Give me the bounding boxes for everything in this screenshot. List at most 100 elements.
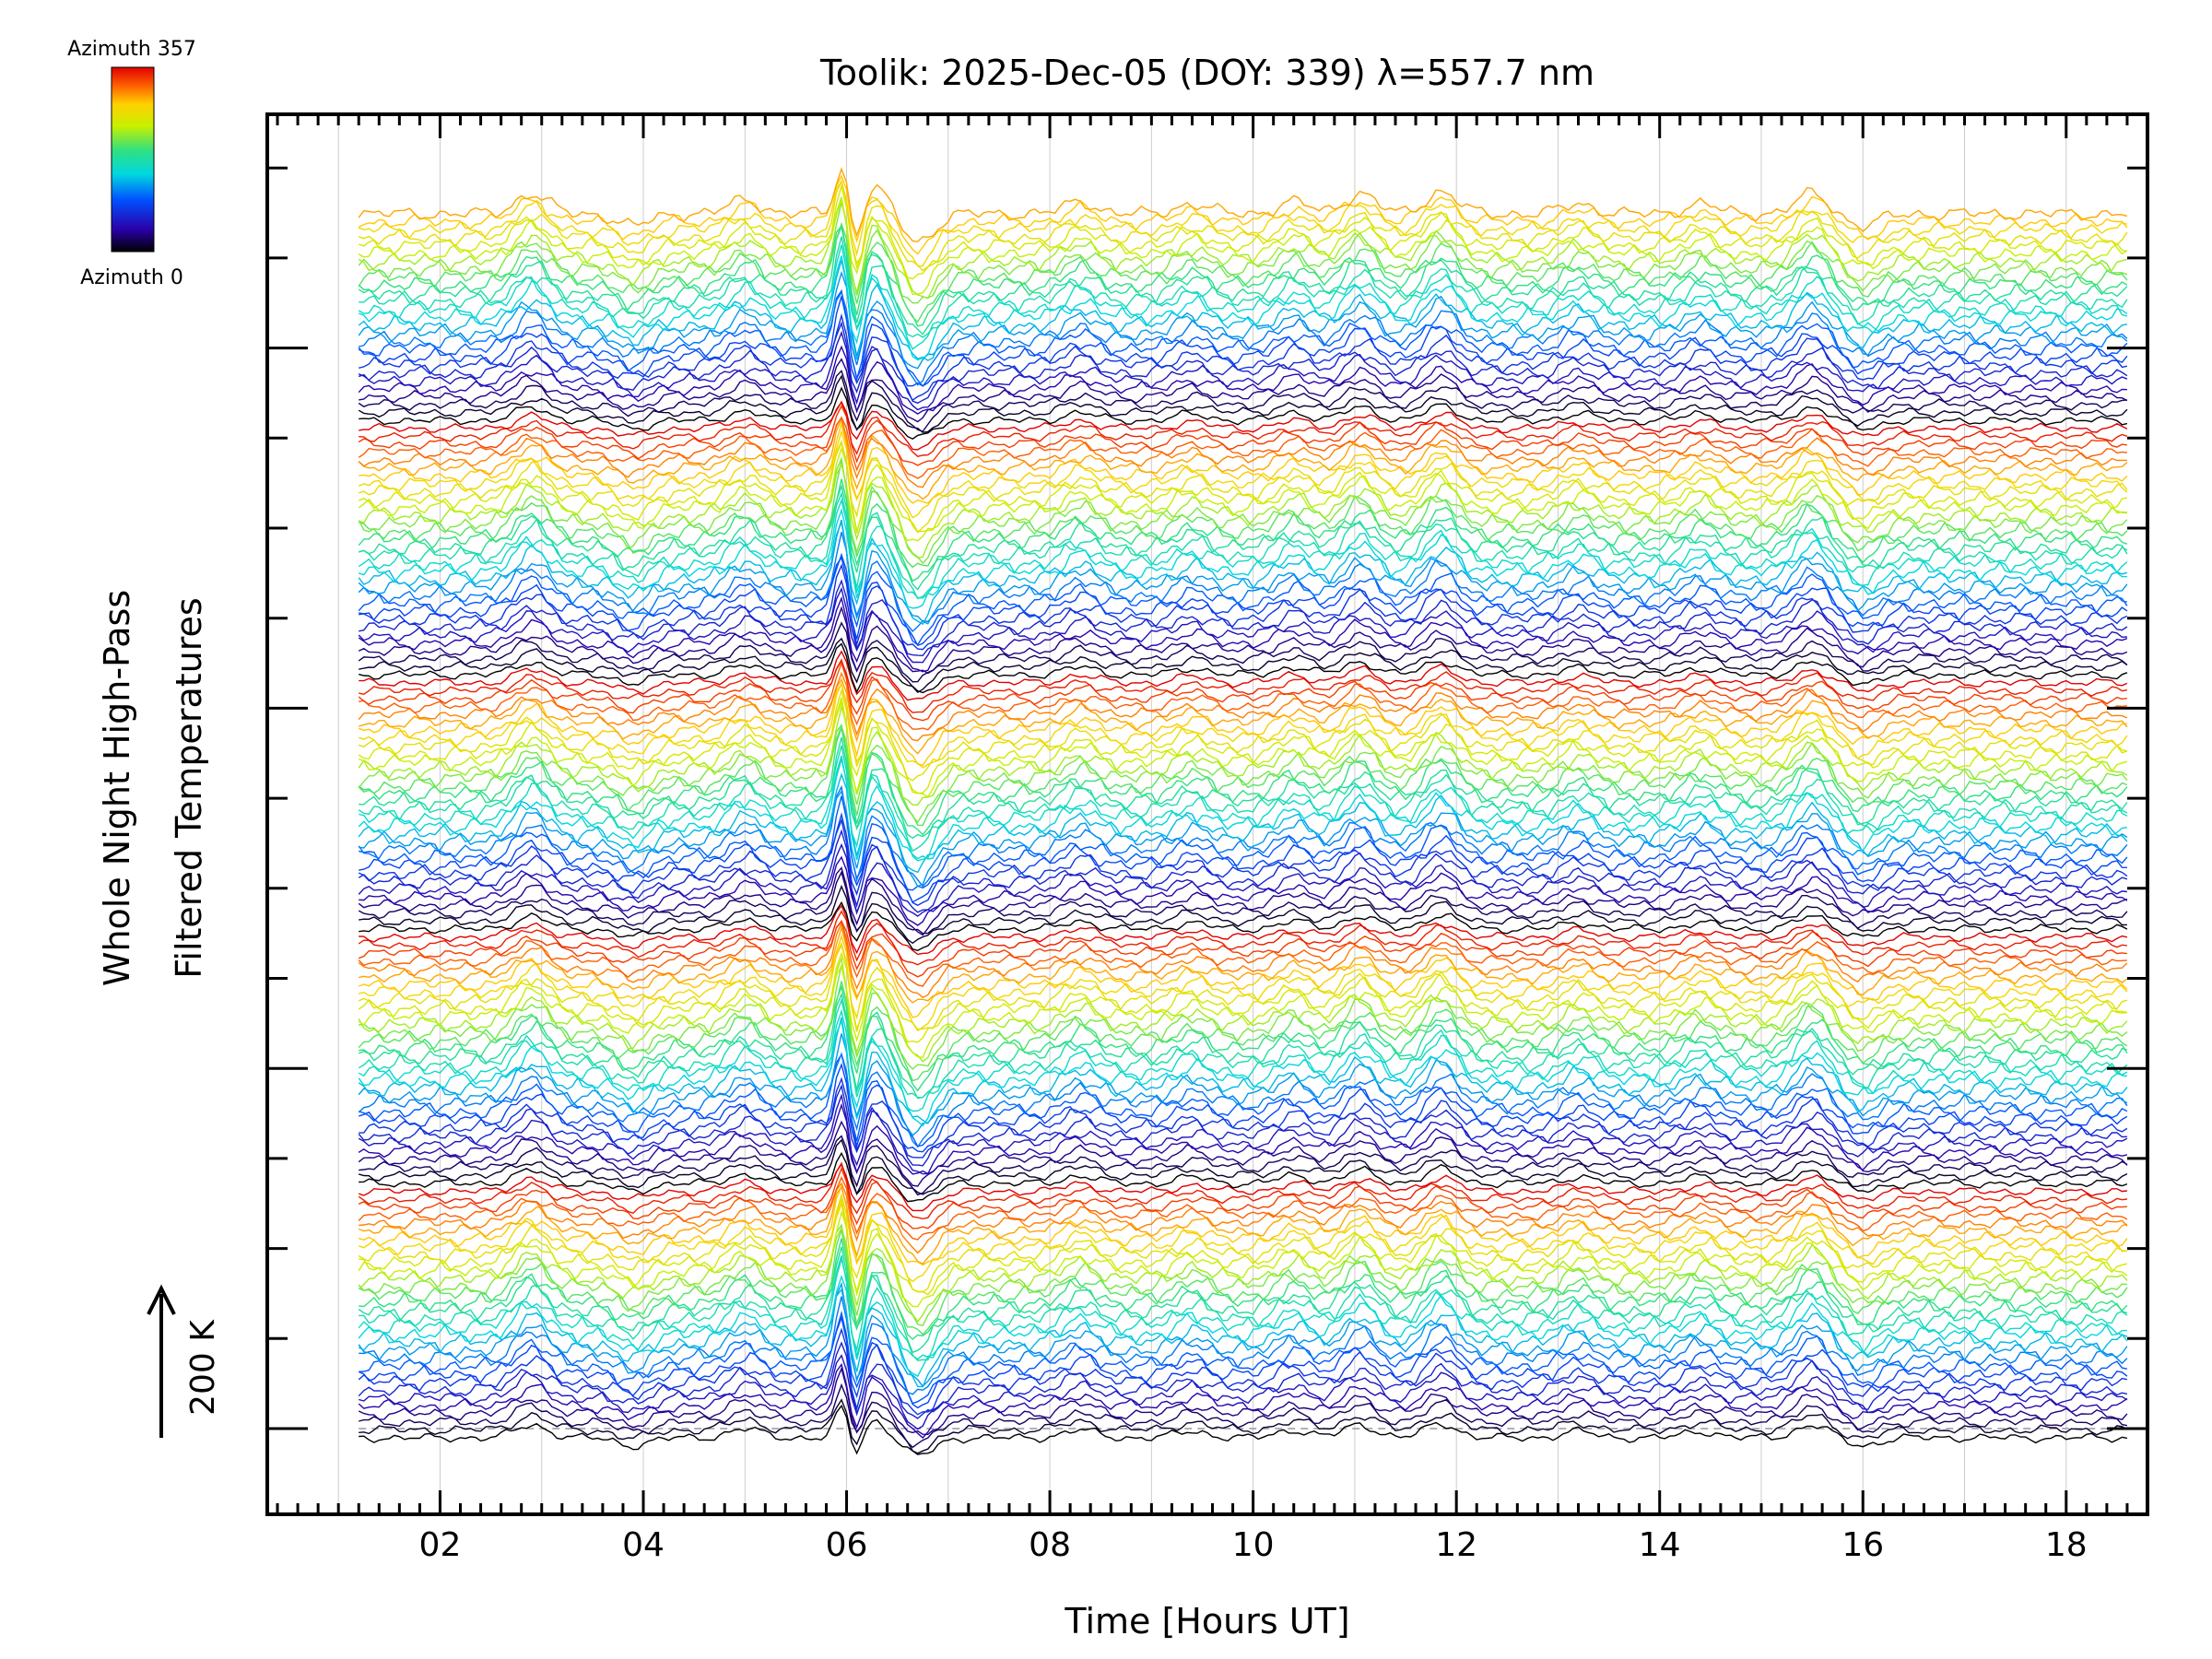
- temperature-trace: [358, 345, 2127, 415]
- x-axis-label: Time [Hours UT]: [1064, 1601, 1349, 1641]
- temperature-trace: [358, 461, 2128, 569]
- x-tick-label: 16: [1841, 1526, 1884, 1564]
- temperature-trace: [358, 296, 2128, 387]
- scale-bar-label: 200 K: [184, 1319, 222, 1416]
- temperature-trace: [359, 312, 2128, 402]
- temperature-trace: [358, 910, 2127, 966]
- temperature-trace: [359, 661, 2127, 731]
- temperature-trace: [358, 270, 2128, 370]
- temperature-trace: [359, 420, 2128, 504]
- temperature-trace: [359, 789, 2128, 888]
- temperature-trace: [358, 682, 2127, 767]
- temperature-trace: [358, 498, 2128, 599]
- temperature-trace: [359, 236, 2128, 338]
- temperature-trace: [358, 921, 2128, 999]
- y-axis-label-line2: Filtered Temperatures: [169, 597, 209, 978]
- temperature-trace: [358, 941, 2128, 1032]
- temperature-trace: [358, 321, 2128, 405]
- x-tick-label: 12: [1435, 1526, 1477, 1564]
- temperature-trace: [359, 1077, 2128, 1159]
- temperature-trace: [358, 1052, 2128, 1148]
- axis-ticks: [267, 114, 2149, 1514]
- temperature-trace: [358, 671, 2128, 742]
- temperature-trace: [358, 1281, 2128, 1388]
- temperature-trace: [358, 870, 2128, 935]
- temperature-trace: [358, 920, 2127, 978]
- temperature-trace: [358, 1176, 2128, 1241]
- temperature-trace: [358, 951, 2128, 1043]
- temperature-trace: [358, 866, 2128, 936]
- temperature-trace: [359, 1135, 2128, 1196]
- temperature-trace: [358, 829, 2128, 913]
- temperature-trace: [359, 943, 2128, 1032]
- temperature-trace: [358, 260, 2128, 361]
- temperature-trace: [358, 992, 2128, 1100]
- temperature-trace: [358, 1093, 2128, 1175]
- temperature-trace: [359, 1404, 2128, 1455]
- temperature-trace: [358, 244, 2128, 350]
- plot-frame: [265, 112, 2149, 1516]
- temperature-trace: [358, 1327, 2128, 1416]
- x-tick-label: 06: [826, 1526, 868, 1564]
- temperature-trace: [359, 1398, 2128, 1454]
- temperature-trace: [359, 650, 2128, 701]
- temperature-trace: [358, 704, 2128, 806]
- temperature-trace: [359, 812, 2127, 903]
- trace-series: [358, 167, 2128, 1455]
- temperature-trace: [359, 855, 2128, 926]
- temperature-trace: [359, 1151, 2128, 1203]
- temperature-trace: [358, 1226, 2128, 1324]
- temperature-trace: [358, 1183, 2128, 1266]
- temperature-trace: [359, 659, 2128, 713]
- temperature-trace: [359, 1138, 2128, 1196]
- temperature-trace: [358, 180, 2128, 267]
- temperature-trace: [359, 401, 2128, 457]
- temperature-trace: [359, 637, 2128, 693]
- temperature-trace: [358, 224, 2128, 327]
- temperature-trace: [358, 1053, 2128, 1147]
- temperature-trace: [358, 1120, 2128, 1187]
- temperature-trace: [358, 772, 2128, 874]
- temperature-trace: [358, 446, 2127, 542]
- colorbar: Azimuth 357 Azimuth 0: [67, 38, 196, 289]
- temperature-trace: [359, 358, 2128, 423]
- temperature-trace: [359, 400, 2128, 451]
- temperature-trace: [358, 586, 2127, 664]
- y-axis-label: Whole Night High-Pass Filtered Temperatu…: [97, 590, 209, 986]
- temperature-trace: [359, 642, 2128, 694]
- temperature-trace: [358, 1246, 2128, 1354]
- temperature-trace: [359, 579, 2128, 657]
- temperature-trace: [358, 374, 2128, 433]
- temperature-trace: [359, 556, 2128, 647]
- temperature-trace: [358, 532, 2128, 633]
- temperature-trace: [358, 934, 2128, 1018]
- temperature-trace: [358, 174, 2128, 255]
- x-tick-labels: 02 04 06 08 10 12 14 16 18: [419, 1526, 2088, 1564]
- temperature-trace: [358, 520, 2128, 626]
- temperature-trace: [359, 1255, 2128, 1361]
- temperature-trace: [359, 964, 2128, 1070]
- temperature-trace: [358, 1209, 2128, 1308]
- temperature-trace: [358, 441, 2128, 534]
- temperature-trace: [358, 1018, 2128, 1127]
- temperature-trace: [359, 677, 2128, 755]
- temperature-trace: [358, 255, 2128, 361]
- temperature-trace: [358, 202, 2128, 304]
- temperature-trace: [358, 1033, 2128, 1136]
- temperature-trace: [358, 606, 2128, 675]
- temperature-trace: [358, 1229, 2128, 1335]
- temperature-trace: [358, 595, 2128, 673]
- temperature-trace: [358, 724, 2128, 827]
- temperature-trace: [358, 1008, 2127, 1112]
- temperature-trace: [358, 167, 2128, 242]
- temperature-trace: [359, 1296, 2128, 1395]
- x-tick-label: 10: [1232, 1526, 1275, 1564]
- temperature-trace: [359, 900, 2128, 952]
- temperature-trace: [358, 1185, 2128, 1265]
- temperature-trace: [358, 183, 2128, 280]
- temperature-trace: [358, 842, 2127, 917]
- temperature-trace: [359, 1382, 2128, 1449]
- x-tick-label: 02: [419, 1526, 462, 1564]
- x-tick-label: 08: [1029, 1526, 1071, 1564]
